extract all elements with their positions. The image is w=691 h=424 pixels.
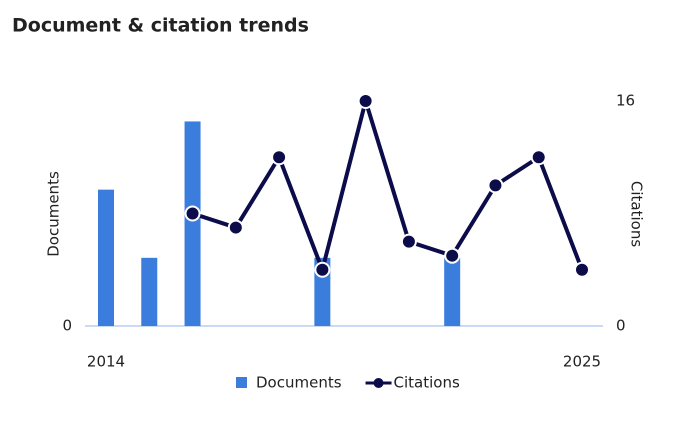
legend-swatch bbox=[236, 377, 247, 388]
point bbox=[530, 149, 547, 166]
point bbox=[357, 93, 374, 109]
y-tick-label: 0 bbox=[62, 317, 72, 335]
line bbox=[191, 99, 584, 272]
legend-label: Citations bbox=[394, 374, 460, 392]
y2-tick-label: 16 bbox=[616, 92, 635, 110]
bar bbox=[98, 189, 114, 326]
point bbox=[227, 219, 244, 236]
legend-label: Documents bbox=[256, 374, 342, 392]
bar bbox=[141, 257, 158, 326]
bar bbox=[184, 121, 201, 326]
y2-axis-title: Citations bbox=[628, 181, 646, 247]
x-tick-label: 2025 bbox=[563, 353, 601, 371]
chart-title: Document & citation trends bbox=[12, 15, 309, 37]
point bbox=[314, 261, 331, 278]
point bbox=[574, 261, 590, 278]
y-axis-title: Documents bbox=[45, 171, 63, 257]
point bbox=[184, 205, 201, 222]
point bbox=[487, 177, 504, 194]
bar bbox=[444, 257, 461, 326]
y2-tick-label: 0 bbox=[616, 317, 626, 335]
legend-swatch bbox=[373, 378, 384, 388]
point bbox=[400, 233, 417, 250]
point bbox=[271, 149, 288, 166]
x-tick-label: 2014 bbox=[87, 353, 125, 371]
point bbox=[444, 247, 461, 264]
